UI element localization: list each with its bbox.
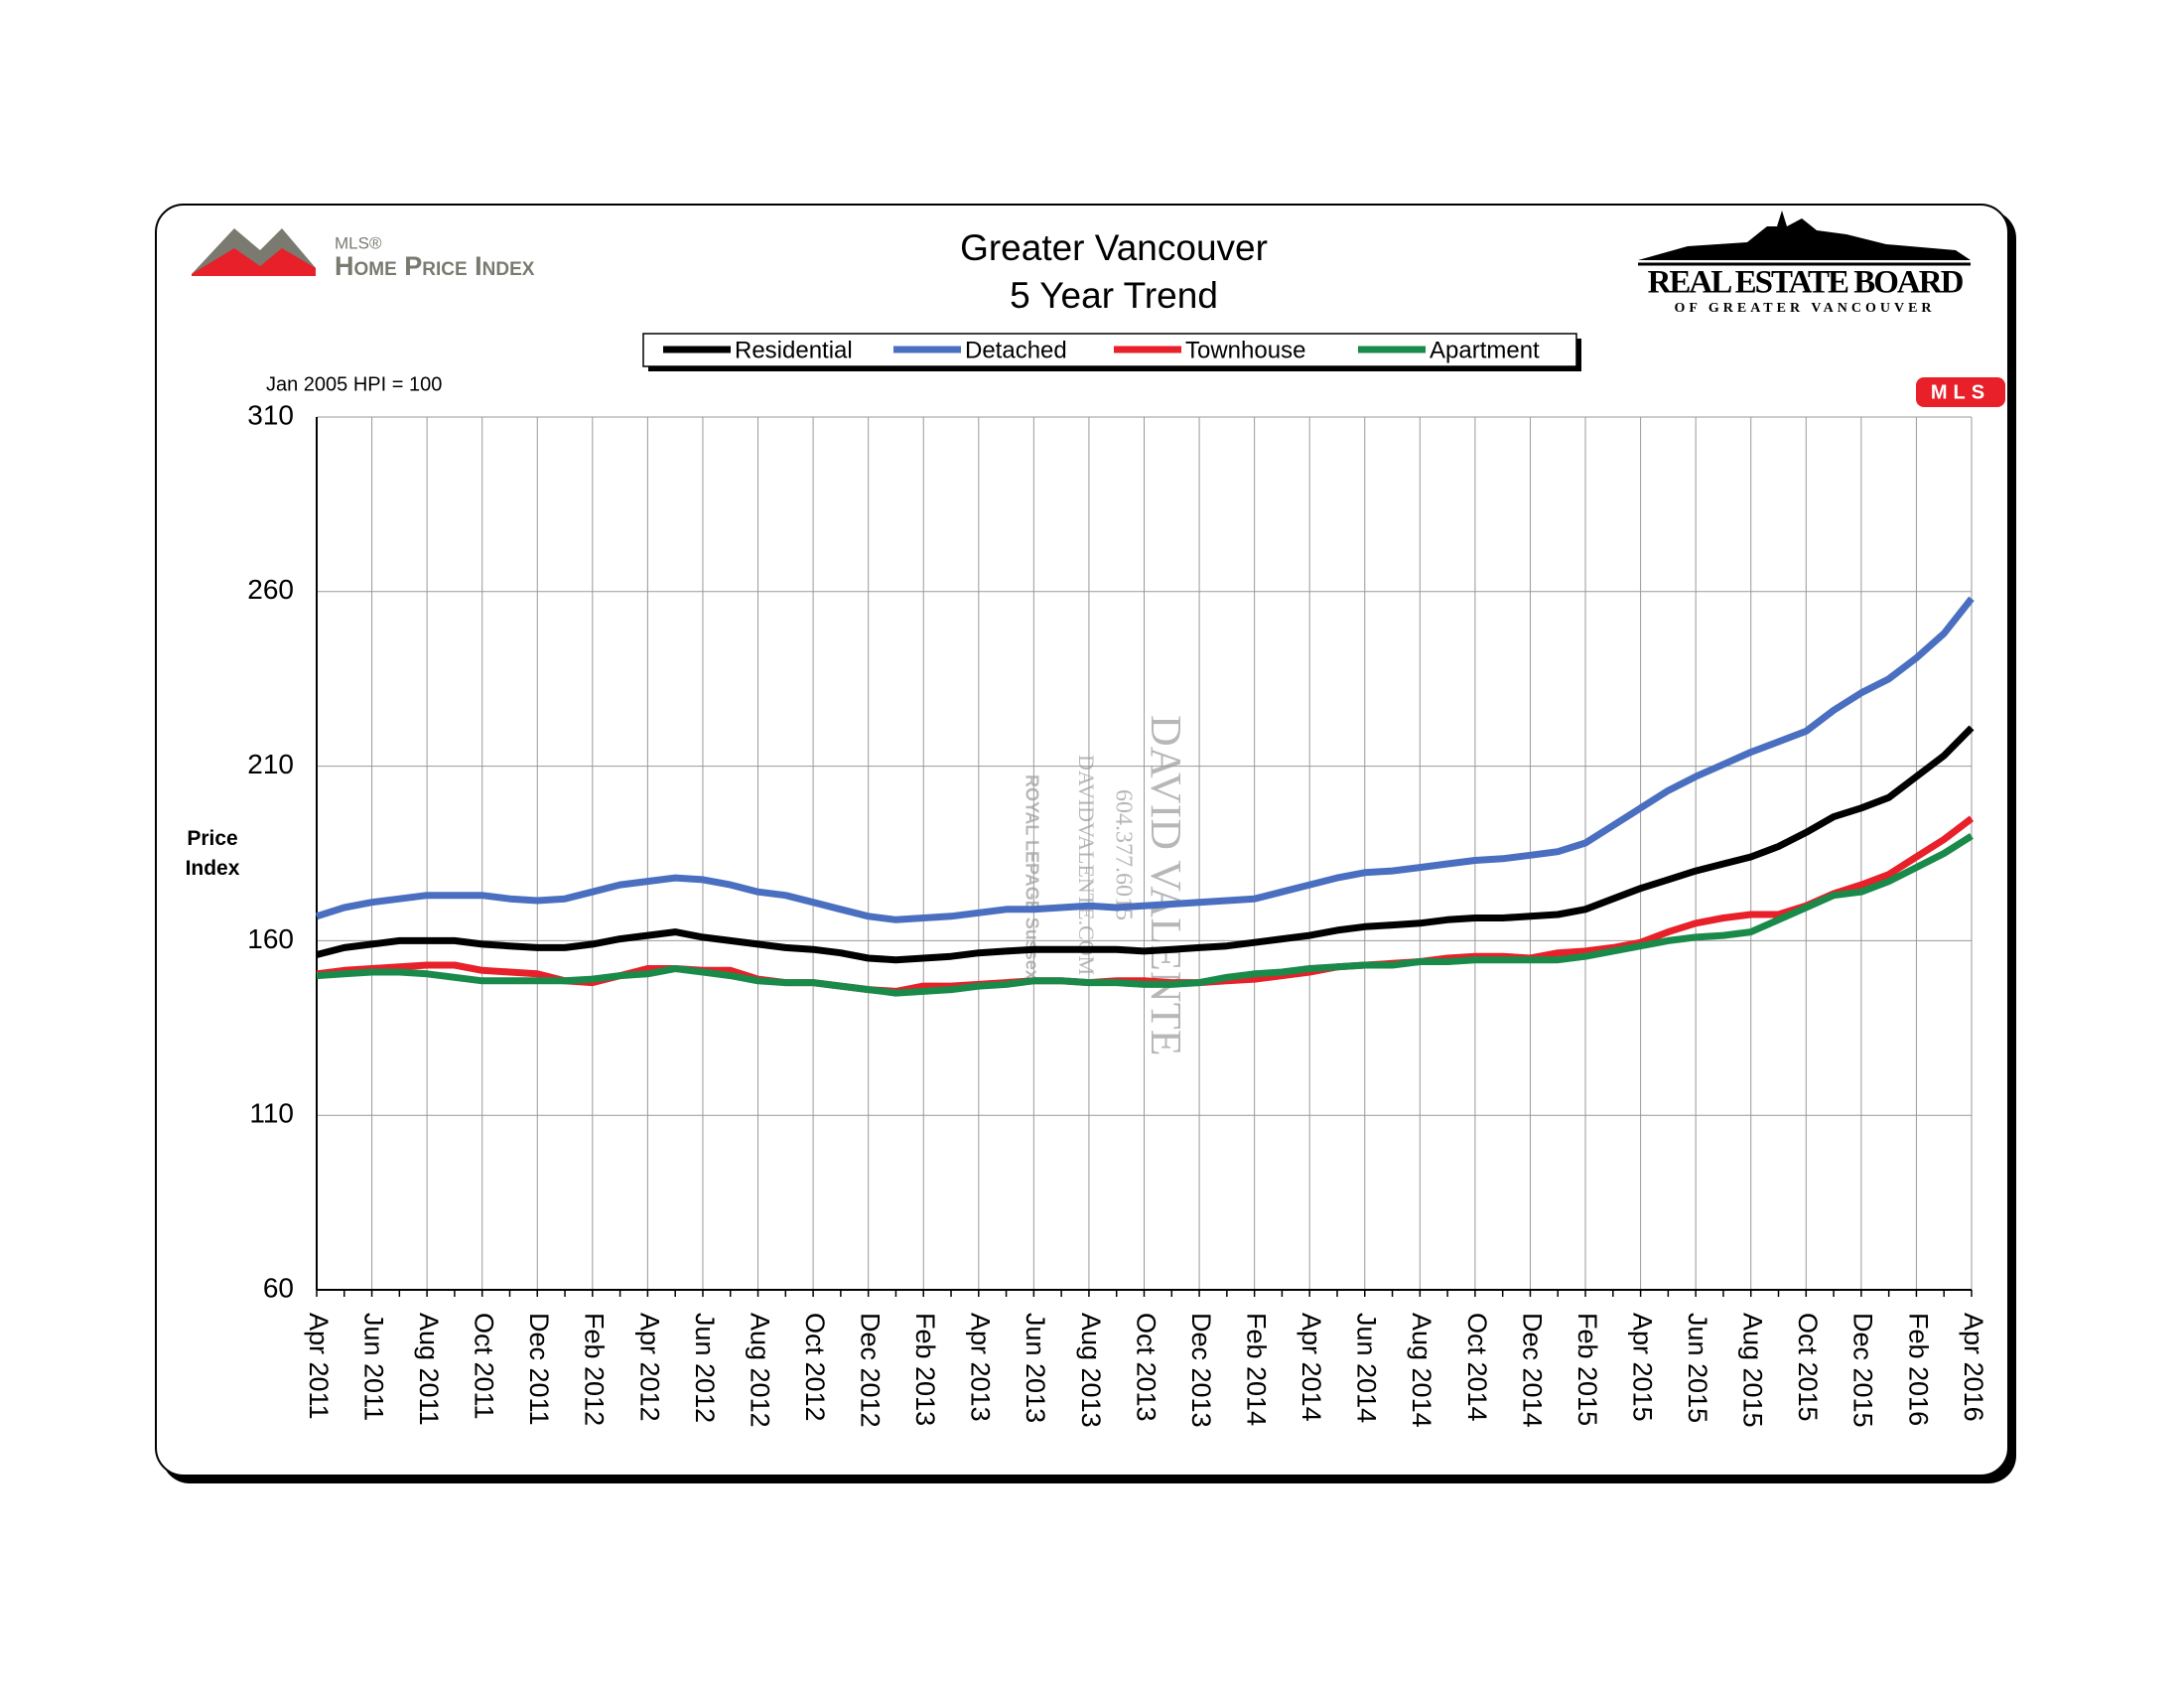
- note: Jan 2005 HPI = 100: [266, 373, 442, 395]
- chart-subtitle: 5 Year Trend: [1010, 275, 1218, 316]
- x-tick-label: Jun 2013: [1021, 1313, 1050, 1423]
- skyline: [1638, 211, 1971, 260]
- y-tick-label: 60: [263, 1272, 294, 1303]
- x-tick-label: Feb 2015: [1572, 1313, 1602, 1426]
- x-tick-label: Apr 2012: [634, 1313, 664, 1422]
- x-tick-label: Jun 2014: [1352, 1313, 1382, 1423]
- y-axis-label: Price Index: [185, 827, 240, 880]
- y-tick-label: 210: [247, 749, 294, 779]
- x-tick-label: Aug 2011: [414, 1313, 444, 1426]
- chart-title: Greater Vancouver: [960, 227, 1268, 268]
- watermark-text: DAVID VALENTE: [1142, 715, 1190, 1055]
- x-tick-label: Oct 2011: [470, 1313, 499, 1420]
- board-name: REAL ESTATE BOARD: [1648, 265, 1964, 301]
- x-tick-label: Apr 2013: [966, 1313, 996, 1422]
- logo-text: Home Price Index: [335, 251, 535, 281]
- legend-label: Residential: [735, 337, 853, 363]
- watermark: DAVID VALENTE 604.377.6015 DAVIDVALENTE.…: [1022, 715, 1190, 1055]
- x-tick-label: Apr 2015: [1627, 1313, 1657, 1422]
- x-tick-label: Feb 2014: [1242, 1313, 1272, 1426]
- watermark-text: DAVIDVALENTE.COM: [1074, 755, 1099, 975]
- y-tick-label: 110: [249, 1098, 294, 1129]
- y-tick-label: 310: [247, 399, 294, 430]
- legend-label: Detached: [965, 337, 1067, 363]
- x-tick-label: Oct 2015: [1793, 1313, 1823, 1422]
- frame: [155, 204, 2009, 1477]
- x-tick-label: Oct 2014: [1462, 1313, 1492, 1422]
- x-tick-label: Oct 2013: [1131, 1313, 1160, 1422]
- x-tick-label: Aug 2013: [1076, 1313, 1106, 1428]
- legend-label: Townhouse: [1185, 337, 1305, 363]
- x-tick-label: Dec 2012: [856, 1313, 886, 1428]
- x-tick-label: Aug 2015: [1738, 1313, 1768, 1428]
- badge: [1916, 377, 2005, 407]
- x-tick-label: Jun 2011: [358, 1313, 388, 1421]
- x-tick-label: Feb 2013: [910, 1313, 940, 1426]
- x-tick-label: Apr 2011: [304, 1313, 334, 1420]
- badge-text: MLS: [1931, 381, 1990, 403]
- watermark-text: 604.377.6015: [1110, 789, 1136, 920]
- series-line: [316, 832, 1974, 997]
- x-tick-label: Aug 2014: [1407, 1313, 1436, 1428]
- legend-label: Apartment: [1430, 337, 1540, 363]
- logo-mark: MLS®: [335, 233, 382, 252]
- x-tick-label: Feb 2016: [1903, 1313, 1933, 1426]
- board-sub: OF GREATER VANCOUVER: [1674, 301, 1935, 316]
- x-tick-label: Dec 2011: [524, 1313, 554, 1426]
- series-line: [316, 725, 1975, 964]
- x-tick-label: Jun 2015: [1683, 1313, 1712, 1423]
- x-tick-label: Dec 2013: [1186, 1313, 1216, 1428]
- x-tick-label: Dec 2015: [1848, 1313, 1878, 1428]
- x-tick-label: Jun 2012: [690, 1313, 720, 1423]
- watermark-text: ROYAL LEPAGE Sussex: [1022, 774, 1041, 980]
- y-tick-label: 260: [247, 574, 294, 605]
- x-tick-label: Apr 2016: [1959, 1313, 1988, 1422]
- logo-roof: [192, 248, 316, 276]
- series-line: [315, 596, 1975, 923]
- x-tick-label: Aug 2012: [745, 1313, 774, 1428]
- x-tick-label: Dec 2014: [1517, 1313, 1547, 1428]
- y-tick-label: 160: [247, 923, 294, 954]
- x-tick-label: Apr 2014: [1297, 1313, 1326, 1422]
- x-tick-label: Oct 2012: [800, 1313, 830, 1422]
- x-tick-label: Feb 2012: [580, 1313, 610, 1426]
